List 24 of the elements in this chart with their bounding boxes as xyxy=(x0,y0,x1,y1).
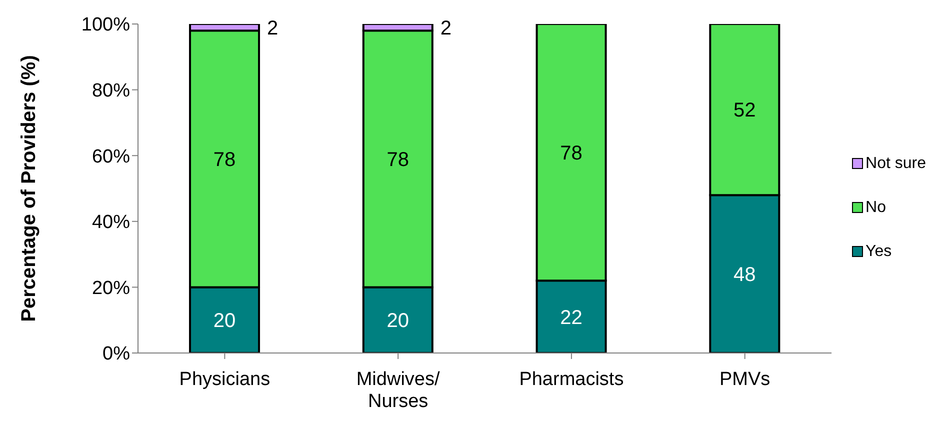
data-label: 48 xyxy=(734,264,756,286)
y-tick-label: 0% xyxy=(102,344,130,365)
x-tick-label: PMVs xyxy=(719,369,770,390)
y-tick-label: 20% xyxy=(92,278,130,299)
legend-label: Not sure xyxy=(866,154,926,172)
legend-label: Yes xyxy=(866,242,892,260)
data-label: 78 xyxy=(386,148,410,171)
x-tick-label: Physicians xyxy=(179,369,270,390)
data-label: 22 xyxy=(560,306,582,329)
y-tick-label: 40% xyxy=(92,212,130,234)
y-tick-label: 100% xyxy=(81,14,130,36)
y-tick-label: 60% xyxy=(92,146,130,168)
data-label: 2 xyxy=(267,17,278,40)
data-label: 20 xyxy=(386,310,410,332)
x-tick-label: Midwives/ Nurses xyxy=(356,369,440,412)
data-label: 20 xyxy=(213,310,236,332)
data-label: 2 xyxy=(440,17,452,40)
y-tick-label: 80% xyxy=(92,80,130,102)
x-tick-label: Pharmacists xyxy=(519,369,624,390)
data-label: 78 xyxy=(560,142,582,164)
data-label: 78 xyxy=(213,148,236,171)
y-axis-title: Percentage of Providers (%) xyxy=(18,55,40,322)
data-label: 52 xyxy=(734,100,756,122)
legend-label: No xyxy=(866,198,886,216)
